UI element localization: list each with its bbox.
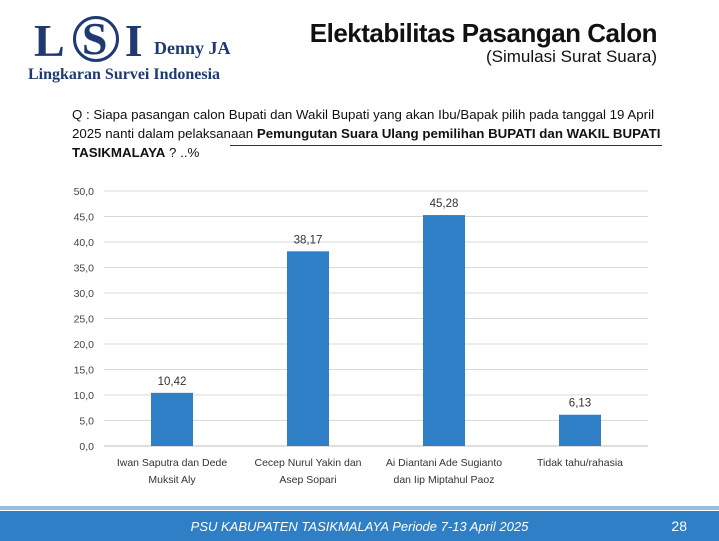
grid-layer <box>104 190 648 447</box>
y-tick-layer: 0,0 5,0 10,0 15,0 20,0 25,0 30,0 35,0 40,0 45,0 50… <box>74 186 95 453</box>
bar <box>423 215 465 446</box>
y-tick-label: 10,0 <box>74 390 95 402</box>
page-number: 28 <box>671 518 687 534</box>
bar <box>559 414 601 446</box>
bar <box>151 392 193 446</box>
bar-value-label: 10,42 <box>158 376 187 388</box>
y-tick-label: 50,0 <box>74 186 95 198</box>
x-category-label: Muksit Aly <box>148 474 196 486</box>
y-tick-label: 20,0 <box>74 339 95 351</box>
question-text: Q : Siapa pasangan calon Bupati dan Waki… <box>72 107 655 141</box>
bar-value-label: 38,17 <box>294 234 323 246</box>
logo-letter-i: I <box>124 15 145 66</box>
bar-value-label: 45,28 <box>430 198 459 210</box>
survey-question: Q : Siapa pasangan calon Bupati dan Waki… <box>72 105 672 162</box>
page-title: Elektabilitas Pasangan Calon <box>309 18 658 48</box>
y-tick-label: 0,0 <box>79 441 94 453</box>
question-underline <box>230 145 662 146</box>
x-category-label: Asep Sopari <box>279 474 336 486</box>
logo-brand: Denny JA <box>154 38 231 58</box>
y-tick-label: 30,0 <box>74 288 95 300</box>
logo-letter-s: S <box>72 16 119 62</box>
label-layer: 10,42 Iwan Saputra dan Dede Muksit Aly 38,1… <box>117 198 623 486</box>
footer-accent <box>0 506 719 510</box>
x-category-label: Ai Diantani Ade Sugianto <box>386 457 502 469</box>
x-category-label: Iwan Saputra dan Dede <box>117 457 227 469</box>
bar-value-label: 6,13 <box>569 398 591 410</box>
y-tick-label: 45,0 <box>74 212 95 224</box>
logo-letter-l: L <box>34 15 67 66</box>
y-tick-label: 40,0 <box>74 237 95 249</box>
footer-bar: PSU KABUPATEN TASIKMALAYA Periode 7-13 A… <box>0 511 719 541</box>
question-suffix: ? ..% <box>165 145 200 160</box>
bar <box>287 251 329 446</box>
question-emphasis: Pemungutan Suara Ulang pemilihan BUPATI … <box>72 126 661 160</box>
footer-text: PSU KABUPATEN TASIKMALAYA Periode 7-13 A… <box>190 519 529 534</box>
x-category-label: Tidak tahu/rahasia <box>537 457 623 469</box>
x-category-label: dan Iip Miptahul Paoz <box>394 474 495 486</box>
page-subtitle: (Simulasi Surat Suara) <box>485 47 657 66</box>
y-tick-label: 25,0 <box>74 314 95 326</box>
bar-layer <box>151 215 601 446</box>
logo-subtitle: Lingkaran Survei Indonesia <box>28 66 221 83</box>
y-tick-label: 35,0 <box>74 263 95 275</box>
y-tick-label: 5,0 <box>79 416 94 428</box>
x-category-label: Cecep Nurul Yakin dan <box>254 457 361 469</box>
y-tick-label: 15,0 <box>74 365 95 377</box>
